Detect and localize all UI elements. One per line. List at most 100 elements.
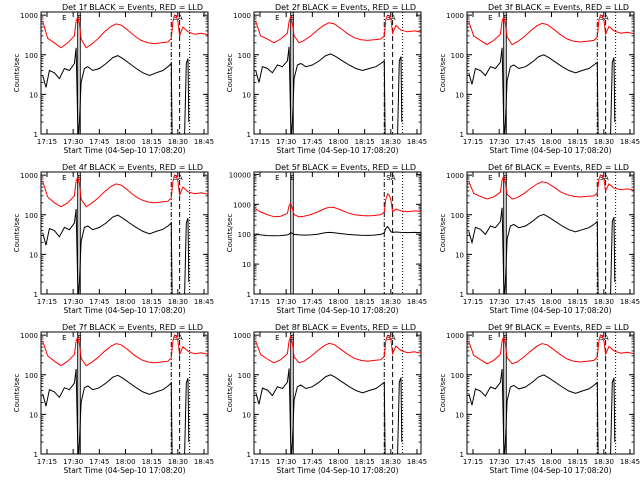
x-tick-label: 18:45 bbox=[407, 458, 427, 466]
y-tick-label: 1 bbox=[34, 451, 38, 459]
x-tick-label: 18:15 bbox=[568, 298, 588, 306]
x-tick-label: 17:45 bbox=[89, 138, 109, 146]
x-tick-label: 17:15 bbox=[463, 458, 483, 466]
y-tick-label: 100 bbox=[451, 212, 464, 220]
marker-annotation: E bbox=[62, 174, 66, 182]
x-axis-label: Start Time (04-Sep-10 17:08:20) bbox=[490, 466, 612, 475]
y-tick-label: 100 bbox=[25, 212, 38, 220]
y-tick-label: 1 bbox=[460, 291, 464, 299]
y-tick-label: 1 bbox=[34, 131, 38, 139]
series-events bbox=[468, 47, 616, 135]
x-tick-label: 17:30 bbox=[63, 138, 83, 146]
x-tick-label: 18:45 bbox=[407, 298, 427, 306]
y-tick-label: 1000 bbox=[446, 12, 464, 20]
y-axis-label: Counts/sec bbox=[13, 214, 21, 253]
x-tick-label: 17:15 bbox=[463, 298, 483, 306]
x-tick-label: 17:45 bbox=[302, 138, 322, 146]
y-axis-label: Counts/sec bbox=[439, 54, 447, 93]
x-tick-label: 18:45 bbox=[620, 298, 640, 306]
series-lld bbox=[468, 334, 635, 365]
marker-annotation: E bbox=[503, 334, 507, 342]
y-axis-label: Counts/sec bbox=[226, 374, 234, 413]
y-axis-label: Counts/sec bbox=[439, 374, 447, 413]
y-tick-label: 10 bbox=[29, 91, 38, 99]
y-tick-label: 1000 bbox=[233, 201, 251, 209]
y-axis-label: Counts/sec bbox=[13, 54, 21, 93]
x-tick-label: 18:30 bbox=[381, 458, 401, 466]
panel-5: Det 5f BLACK = Events, RED = LLD 1 10 100 10… bbox=[226, 163, 427, 315]
x-tick-label: 17:30 bbox=[63, 298, 83, 306]
y-tick-label: 100 bbox=[451, 52, 464, 60]
y-tick-label: 1000 bbox=[20, 172, 38, 180]
x-tick-label: 18:00 bbox=[541, 298, 561, 306]
series-events bbox=[255, 368, 403, 455]
marker-annotation: SA bbox=[599, 334, 609, 342]
y-tick-label: 10 bbox=[242, 91, 251, 99]
series-lld bbox=[42, 14, 209, 49]
x-tick-label: 18:00 bbox=[328, 458, 348, 466]
series-lld bbox=[42, 334, 209, 367]
y-axis-label: Counts/sec bbox=[439, 214, 447, 253]
x-tick-label: 18:30 bbox=[594, 138, 614, 146]
x-tick-label: 17:45 bbox=[302, 298, 322, 306]
marker-annotation: E bbox=[290, 14, 294, 22]
x-tick-label: 17:45 bbox=[89, 458, 109, 466]
x-tick-label: 18:00 bbox=[115, 298, 135, 306]
plot-frame bbox=[40, 171, 209, 295]
x-tick-label: 17:30 bbox=[63, 458, 83, 466]
marker-annotation: E bbox=[275, 334, 279, 342]
panel-title: Det 7f BLACK = Events, RED = LLD bbox=[62, 323, 203, 332]
x-axis-label: Start Time (04-Sep-10 17:08:20) bbox=[64, 306, 186, 315]
series-events bbox=[42, 47, 190, 135]
panel-6: Det 6f BLACK = Events, RED = LLD 1 10 100 10… bbox=[439, 163, 640, 315]
panel-title: Det 3f BLACK = Events, RED = LLD bbox=[488, 3, 629, 12]
x-tick-label: 17:15 bbox=[250, 298, 270, 306]
y-tick-label: 1000 bbox=[446, 332, 464, 340]
y-tick-label: 1 bbox=[247, 131, 251, 139]
x-axis-label: Start Time (04-Sep-10 17:08:20) bbox=[490, 146, 612, 155]
panel-title: Det 4f BLACK = Events, RED = LLD bbox=[62, 163, 203, 172]
y-tick-label: 1 bbox=[247, 451, 251, 459]
series-events bbox=[42, 208, 190, 295]
series-events bbox=[468, 368, 616, 455]
x-tick-label: 18:00 bbox=[541, 138, 561, 146]
plot-frame bbox=[253, 11, 422, 135]
marker-annotation: E bbox=[488, 174, 492, 182]
x-tick-label: 17:30 bbox=[276, 138, 296, 146]
series-lld bbox=[468, 174, 635, 200]
x-tick-label: 18:15 bbox=[355, 458, 375, 466]
y-axis-label: Counts/sec bbox=[226, 214, 234, 253]
x-tick-label: 18:00 bbox=[115, 458, 135, 466]
panel-title: Det 5f BLACK = Events, RED = LLD bbox=[275, 163, 416, 172]
x-tick-label: 17:45 bbox=[89, 298, 109, 306]
x-tick-label: 18:30 bbox=[381, 138, 401, 146]
x-axis-label: Start Time (04-Sep-10 17:08:20) bbox=[277, 306, 399, 315]
marker-annotation: E bbox=[488, 14, 492, 22]
x-axis-label: Start Time (04-Sep-10 17:08:20) bbox=[490, 306, 612, 315]
plot-frame bbox=[40, 331, 209, 455]
x-tick-label: 17:45 bbox=[302, 458, 322, 466]
series-lld bbox=[42, 174, 209, 208]
panel-title: Det 9f BLACK = Events, RED = LLD bbox=[488, 323, 629, 332]
y-tick-label: 1000 bbox=[233, 332, 251, 340]
panel-4: Det 4f BLACK = Events, RED = LLD 1 10 100 10… bbox=[13, 163, 214, 315]
plot-frame bbox=[466, 331, 635, 455]
y-tick-label: 100 bbox=[25, 372, 38, 380]
x-axis-label: Start Time (04-Sep-10 17:08:20) bbox=[277, 146, 399, 155]
x-tick-label: 18:45 bbox=[407, 138, 427, 146]
x-tick-label: 18:15 bbox=[142, 138, 162, 146]
series-events bbox=[255, 225, 422, 237]
y-tick-label: 100 bbox=[451, 372, 464, 380]
series-lld bbox=[255, 14, 422, 44]
marker-annotation: E bbox=[503, 174, 507, 182]
y-tick-label: 10 bbox=[455, 251, 464, 259]
y-axis-label: Counts/sec bbox=[226, 54, 234, 93]
marker-annotation: E bbox=[275, 14, 279, 22]
y-axis-label: Counts/sec bbox=[13, 374, 21, 413]
x-tick-label: 17:15 bbox=[250, 138, 270, 146]
x-tick-label: 17:30 bbox=[489, 458, 509, 466]
marker-annotation: SA bbox=[386, 174, 396, 182]
x-tick-label: 17:30 bbox=[489, 138, 509, 146]
marker-annotation: E bbox=[290, 334, 294, 342]
panel-title: Det 6f BLACK = Events, RED = LLD bbox=[488, 163, 629, 172]
